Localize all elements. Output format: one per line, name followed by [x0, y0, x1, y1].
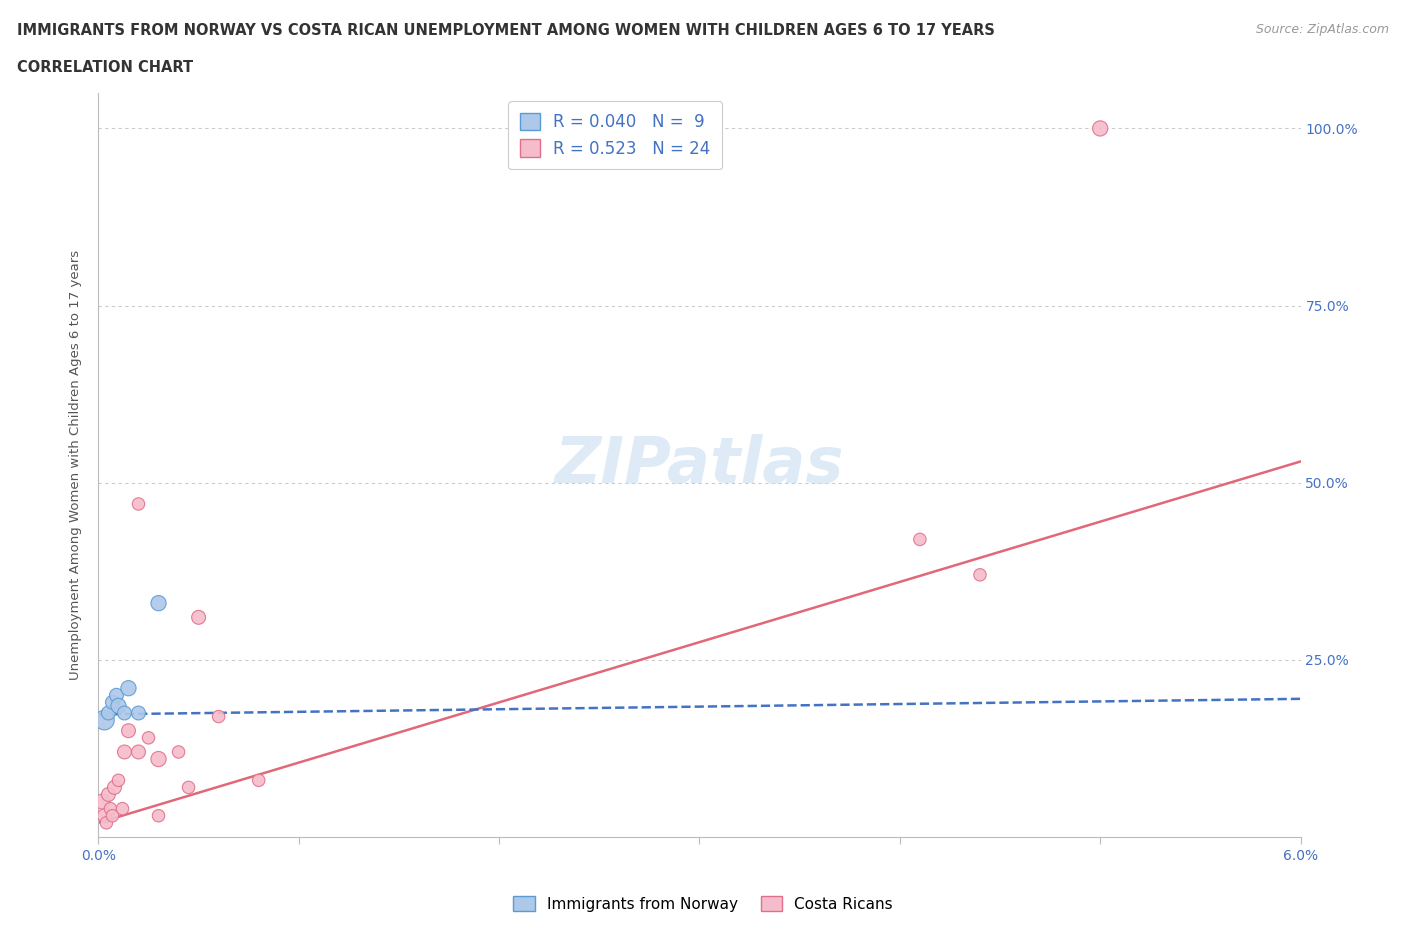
Point: [148, 596, 170, 611]
Point: [111, 802, 134, 817]
Y-axis label: Unemployment Among Women with Children Ages 6 to 17 years: Unemployment Among Women with Children A…: [69, 250, 83, 680]
Point: [128, 706, 150, 721]
Point: [93, 712, 115, 727]
Point: [103, 780, 125, 795]
Point: [128, 497, 150, 512]
Text: Source: ZipAtlas.com: Source: ZipAtlas.com: [1256, 23, 1389, 36]
Point: [107, 773, 129, 788]
Point: [177, 780, 200, 795]
Legend: R = 0.040   N =  9, R = 0.523   N = 24: R = 0.040 N = 9, R = 0.523 N = 24: [509, 101, 723, 169]
Point: [148, 751, 170, 766]
Point: [247, 773, 270, 788]
Point: [96, 816, 118, 830]
Point: [100, 802, 122, 817]
Legend: Immigrants from Norway, Costa Ricans: Immigrants from Norway, Costa Ricans: [508, 890, 898, 918]
Point: [114, 745, 136, 760]
Point: [101, 695, 124, 710]
Point: [105, 688, 128, 703]
Text: ZIPatlas: ZIPatlas: [555, 434, 844, 496]
Point: [908, 532, 931, 547]
Point: [1090, 121, 1112, 136]
Point: [167, 745, 190, 760]
Point: [117, 724, 139, 738]
Point: [187, 610, 209, 625]
Point: [138, 730, 160, 745]
Text: IMMIGRANTS FROM NORWAY VS COSTA RICAN UNEMPLOYMENT AMONG WOMEN WITH CHILDREN AGE: IMMIGRANTS FROM NORWAY VS COSTA RICAN UN…: [17, 23, 995, 38]
Point: [97, 706, 120, 721]
Point: [97, 787, 120, 802]
Point: [969, 567, 991, 582]
Point: [148, 808, 170, 823]
Point: [117, 681, 139, 696]
Text: CORRELATION CHART: CORRELATION CHART: [17, 60, 193, 75]
Point: [114, 706, 136, 721]
Point: [93, 808, 115, 823]
Point: [101, 808, 124, 823]
Point: [107, 698, 129, 713]
Point: [128, 745, 150, 760]
Point: [208, 709, 231, 724]
Point: [91, 794, 114, 809]
